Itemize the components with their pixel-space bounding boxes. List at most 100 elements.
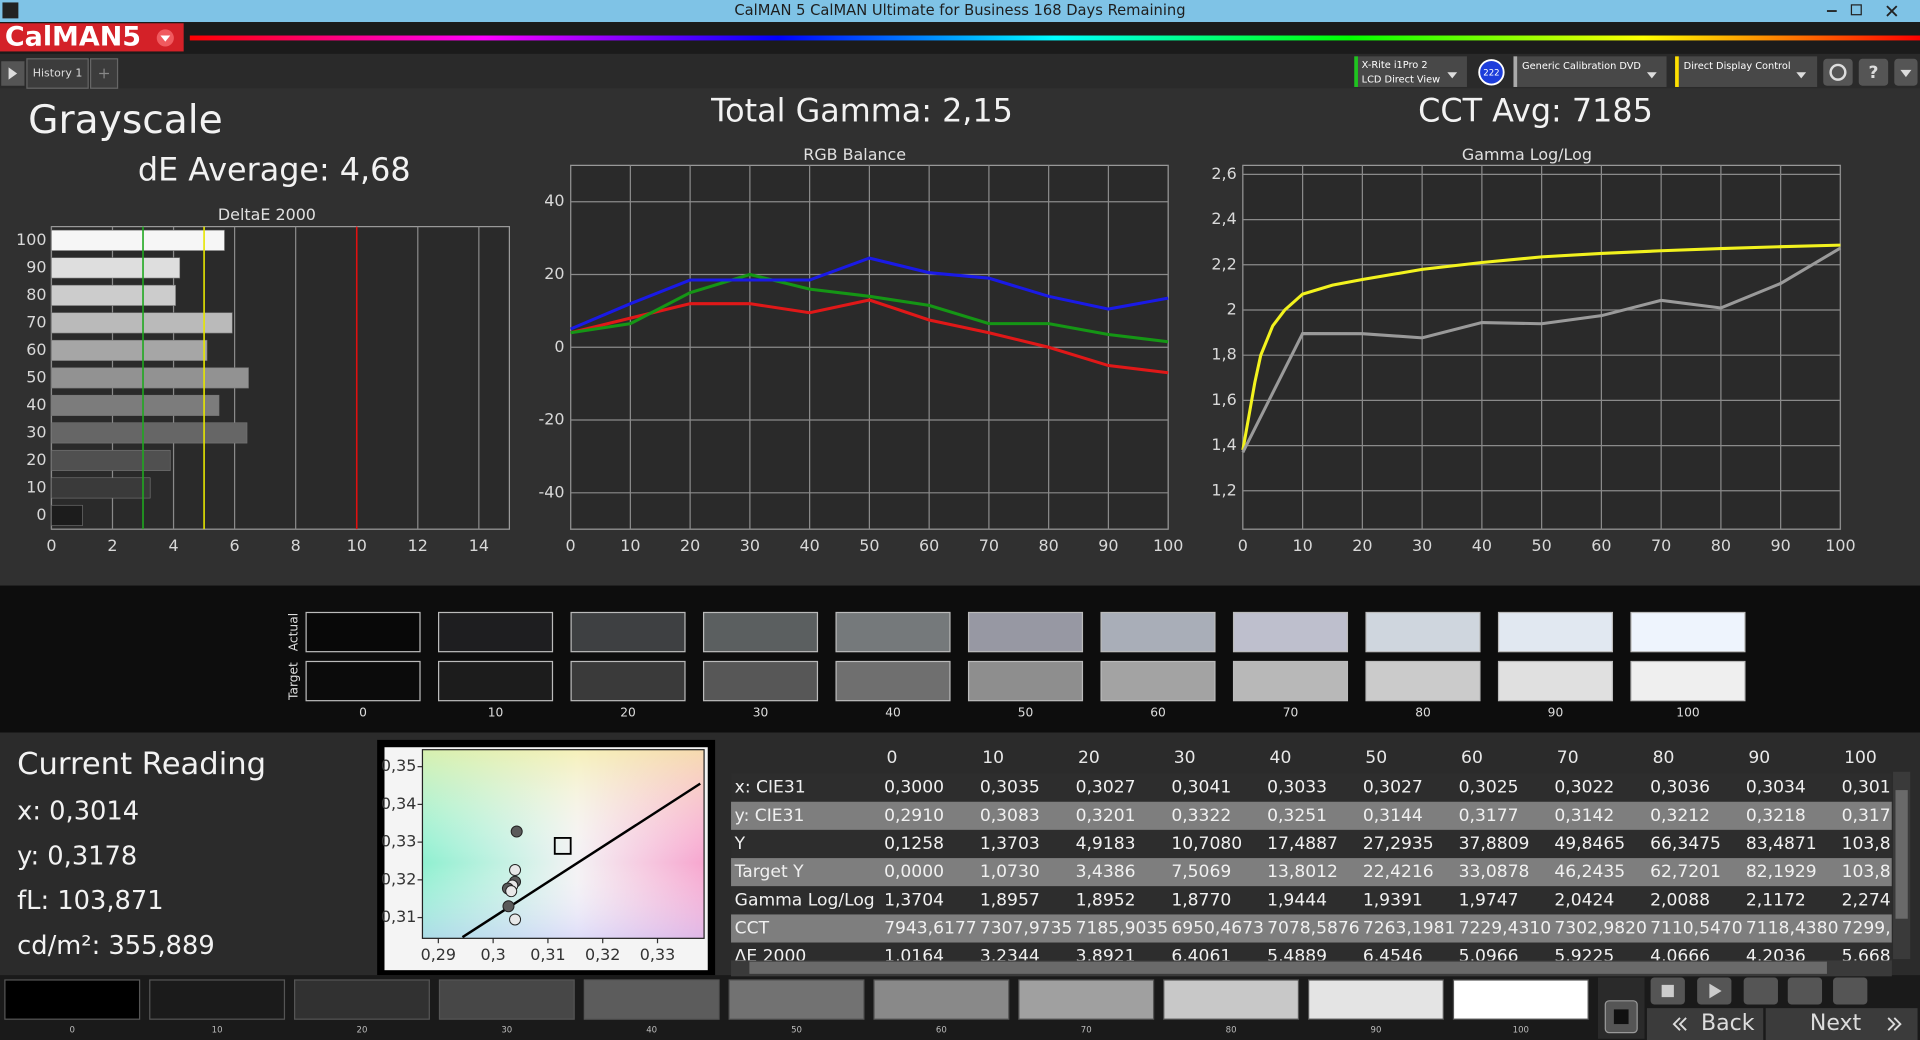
- patch-button[interactable]: [1018, 979, 1155, 1020]
- patch-label: 10: [212, 1026, 223, 1036]
- table-cell: 5,9225: [1554, 947, 1614, 967]
- x-tick-label: 10: [1292, 536, 1312, 555]
- tab-label[interactable]: History 1: [33, 66, 83, 79]
- table-cell: 3,2344: [980, 947, 1040, 967]
- table-cell: 6,4061: [1171, 947, 1231, 967]
- table-cell: 7299,: [1842, 919, 1891, 939]
- patch-button[interactable]: [4, 979, 141, 1020]
- x-tick-label: 6: [230, 536, 240, 555]
- patch-button[interactable]: [1163, 979, 1300, 1020]
- table-cell: 7229,4310: [1459, 919, 1552, 939]
- table-cell: 0,3022: [1554, 778, 1614, 798]
- swatch-label: 80: [1415, 705, 1431, 719]
- meter-select[interactable]: [1354, 56, 1467, 87]
- target-swatch: [967, 660, 1084, 702]
- bar: [51, 449, 171, 471]
- actual-swatch: [1630, 611, 1746, 653]
- table-cell: 0,3144: [1363, 806, 1423, 826]
- nav-chevrons: [1672, 1017, 1902, 1031]
- window-controls[interactable]: [1826, 4, 1898, 17]
- next-button[interactable]: [1765, 1008, 1918, 1040]
- patch-button[interactable]: [149, 979, 286, 1020]
- table-cell: 27,2935: [1363, 834, 1434, 854]
- bar: [51, 367, 249, 389]
- table-cell: 2,1172: [1746, 890, 1806, 910]
- refresh[interactable]: [1833, 977, 1868, 1005]
- table-cell: 0,3201: [1076, 806, 1136, 826]
- table-cell: 7185,9035: [1076, 919, 1169, 939]
- table-cell: 0,3025: [1459, 778, 1519, 798]
- data-table: 0 10 20 30 40 50 60 70 80 90 100 x: CIE31 0,3000 0,30…: [731, 748, 1892, 967]
- patch-button[interactable]: [728, 979, 865, 1020]
- y-tick-label: -40: [539, 482, 565, 501]
- x-tick-label: 60: [1591, 536, 1611, 555]
- close[interactable]: [1886, 5, 1898, 17]
- stop-icon: [1661, 984, 1674, 998]
- patch-button[interactable]: [438, 979, 575, 1020]
- y-tick-label: 20: [544, 264, 564, 283]
- y-tick-label: -20: [539, 410, 565, 429]
- table-cell: 5,668: [1842, 947, 1891, 967]
- logo-box[interactable]: [0, 23, 184, 52]
- v-scroll-thumb[interactable]: [1895, 790, 1908, 919]
- table-cell: 0,3034: [1746, 778, 1806, 798]
- restore[interactable]: [1850, 4, 1862, 16]
- patch-button[interactable]: [1307, 979, 1444, 1020]
- actual-swatch: [1365, 611, 1481, 653]
- x-tick-label: 70: [979, 536, 999, 555]
- target-swatch: [1630, 660, 1746, 702]
- back-label[interactable]: Back: [1701, 1011, 1755, 1036]
- table-cell: 37,8809: [1459, 834, 1530, 854]
- column-header: 30: [1174, 748, 1196, 768]
- y-tick-label: 30: [26, 422, 46, 441]
- column-header: 50: [1365, 748, 1387, 768]
- back-button[interactable]: [1646, 1008, 1764, 1040]
- patch-button[interactable]: [1452, 979, 1589, 1020]
- table-cell: 7110,5470: [1650, 919, 1743, 939]
- de-average: dE Average: 4,68: [138, 150, 411, 188]
- series-line: [570, 256, 1169, 331]
- actual-swatch: [438, 611, 554, 653]
- x-tick-label: 90: [1098, 536, 1118, 555]
- patch-button[interactable]: [873, 979, 1010, 1020]
- next-label[interactable]: Next: [1810, 1011, 1862, 1036]
- save[interactable]: [1743, 977, 1778, 1005]
- x-tick-label: 100: [1825, 536, 1855, 555]
- x-tick-label: 0: [46, 536, 56, 555]
- source-select[interactable]: [1513, 56, 1667, 87]
- table-cell: 1,9391: [1363, 890, 1423, 910]
- plot-border: [421, 749, 705, 939]
- x-tick-label: 12: [408, 536, 428, 555]
- x-tick-label: 10: [347, 536, 367, 555]
- x-tick-label: 10: [620, 536, 640, 555]
- table-cell: 5,0966: [1459, 947, 1519, 967]
- x-tick-label: 0,33: [640, 945, 675, 964]
- bar: [51, 422, 248, 444]
- table-row: [731, 942, 1892, 961]
- y-tick-label: 0,35: [381, 756, 416, 775]
- actual-swatch: [1497, 611, 1614, 653]
- title-bar: [0, 0, 1920, 23]
- patch-button[interactable]: [583, 979, 720, 1020]
- help-button[interactable]: [1858, 58, 1889, 86]
- y-tick-label: 2,6: [1211, 164, 1236, 183]
- loop[interactable]: [1787, 977, 1823, 1005]
- x-tick-label: 0: [566, 536, 576, 555]
- y-tick-label: 70: [26, 312, 46, 331]
- tab[interactable]: [26, 58, 89, 89]
- table-cell: 6950,4673: [1171, 919, 1264, 939]
- settings-button[interactable]: [1823, 58, 1853, 86]
- table-cell: 0,3033: [1267, 778, 1327, 798]
- bar: [51, 339, 208, 361]
- x-tick-label: 30: [1412, 536, 1432, 555]
- meter-mode: LCD Direct View: [1362, 75, 1441, 86]
- table-cell: 66,3475: [1650, 834, 1721, 854]
- display-select[interactable]: [1675, 56, 1818, 87]
- measured-point: [510, 825, 523, 838]
- table-cell: 1,8770: [1171, 890, 1231, 910]
- patch-button[interactable]: [294, 979, 430, 1020]
- h-scroll-thumb[interactable]: [749, 961, 1827, 974]
- meter-badge[interactable]: [1478, 59, 1505, 86]
- column-header: 80: [1653, 748, 1675, 768]
- total-gamma: Total Gamma: 2,15: [710, 92, 1013, 130]
